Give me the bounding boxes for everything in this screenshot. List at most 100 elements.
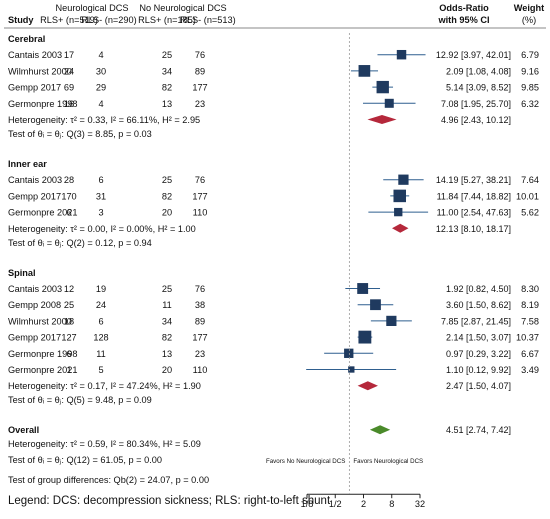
cell-g2-rls-neg: 177 xyxy=(192,191,207,201)
header-g2-rls-neg: RLS- (n=513) xyxy=(180,15,235,25)
study-weight: 7.64 xyxy=(521,175,539,185)
study-marker xyxy=(358,330,372,344)
heterogeneity-stat: Heterogeneity: τ² = 0.33, I² = 66.11%, H… xyxy=(8,115,200,125)
study-weight: 8.19 xyxy=(521,300,539,310)
cell-g1-rls-pos: 6 xyxy=(66,208,71,218)
header-or-line1: Odds-Ratio xyxy=(439,3,489,13)
study-name: Gempp 2017 xyxy=(8,83,61,93)
study-marker xyxy=(394,207,403,217)
header-study: Study xyxy=(8,15,34,25)
study-name: Gempp 2017 xyxy=(8,191,61,201)
cell-g2-rls-neg: 89 xyxy=(195,66,205,76)
odds-ratio-ci: 14.19 [5.27, 38.21] xyxy=(436,175,511,185)
x-tick-label: 1/8 xyxy=(301,499,314,509)
odds-ratio-ci: 11.84 [7.44, 18.82] xyxy=(437,191,511,201)
study-marker xyxy=(393,189,406,203)
cell-g2-rls-pos: 25 xyxy=(162,50,172,60)
study-weight: 6.32 xyxy=(521,99,539,109)
cell-g1-rls-pos: 1 xyxy=(66,365,71,375)
cell-g2-rls-pos: 25 xyxy=(162,175,172,185)
subgroup-pooled-or: 4.96 [2.43, 10.12] xyxy=(441,115,511,125)
study-weight: 3.49 xyxy=(521,365,539,375)
cell-g2-rls-neg: 76 xyxy=(195,175,205,185)
odds-ratio-ci: 5.14 [3.09, 8.52] xyxy=(446,83,511,93)
study-weight: 10.01 xyxy=(516,191,539,201)
study-marker xyxy=(358,65,371,77)
odds-ratio-ci: 2.14 [1.50, 3.07] xyxy=(446,333,511,343)
subgroup-title: Cerebral xyxy=(8,34,45,44)
subgroup-title: Spinal xyxy=(8,268,36,278)
cell-g2-rls-neg: 76 xyxy=(195,284,205,294)
subgroup-diamond xyxy=(392,223,409,233)
odds-ratio-ci: 1.92 [0.82, 4.50] xyxy=(446,284,511,294)
study-weight: 8.30 xyxy=(521,284,539,294)
overall-heterogeneity: Heterogeneity: τ² = 0.59, I² = 80.34%, H… xyxy=(8,439,201,449)
cell-g2-rls-pos: 25 xyxy=(162,284,172,294)
header-weight-line1: Weight xyxy=(514,3,544,13)
cell-g2-rls-pos: 13 xyxy=(162,99,172,109)
favors-right-label: Favors Neurological DCS xyxy=(353,458,423,465)
cell-g1-rls-neg: 29 xyxy=(96,83,106,93)
cell-g2-rls-neg: 23 xyxy=(195,99,205,109)
cell-g1-rls-pos: 25 xyxy=(64,300,74,310)
cell-g2-rls-pos: 13 xyxy=(162,349,172,359)
cell-g2-rls-neg: 110 xyxy=(193,208,208,218)
cell-g2-rls-pos: 34 xyxy=(162,66,172,76)
cell-g2-rls-pos: 34 xyxy=(162,316,172,326)
header-group1: Neurological DCS xyxy=(55,3,128,13)
subgroup-pooled-or: 12.13 [8.10, 18.17] xyxy=(436,224,511,234)
study-marker xyxy=(386,315,397,327)
study-weight: 9.85 xyxy=(521,83,539,93)
cell-g2-rls-neg: 177 xyxy=(192,83,207,93)
cell-g1-rls-neg: 19 xyxy=(96,284,106,294)
odds-ratio-ci: 3.60 [1.50, 8.62] xyxy=(446,300,511,310)
cell-g2-rls-pos: 82 xyxy=(162,191,172,201)
x-tick-label: 2 xyxy=(361,499,366,509)
odds-ratio-ci: 7.85 [2.87, 21.45] xyxy=(441,316,511,326)
overall-pooled-or: 4.51 [2.74, 7.42] xyxy=(446,425,511,435)
study-name: Germonpre 2021 xyxy=(8,365,77,375)
cell-g2-rls-neg: 177 xyxy=(192,333,207,343)
header-or-line2: with 95% CI xyxy=(437,15,489,25)
cell-g1-rls-neg: 11 xyxy=(96,349,106,359)
subgroup-test-stat: Test of θᵢ = θⱼ: Q(2) = 0.12, p = 0.94 xyxy=(8,238,152,248)
odds-ratio-ci: 1.10 [0.12, 9.92] xyxy=(446,365,511,375)
cell-g1-rls-pos: 69 xyxy=(64,83,74,93)
cell-g1-rls-neg: 3 xyxy=(98,208,103,218)
cell-g2-rls-pos: 11 xyxy=(162,300,172,310)
cell-g2-rls-pos: 82 xyxy=(162,83,172,93)
cell-g1-rls-neg: 128 xyxy=(93,333,108,343)
study-weight: 6.79 xyxy=(521,50,539,60)
favors-left-label: Favors No Neurological DCS xyxy=(266,458,345,465)
header-weight-line2: (%) xyxy=(522,15,536,25)
subgroup-pooled-or: 2.47 [1.50, 4.07] xyxy=(446,381,511,391)
figure-caption: Legend: DCS: decompression sickness; RLS… xyxy=(8,495,331,507)
cell-g2-rls-neg: 89 xyxy=(195,316,205,326)
study-name: Gempp 2017 xyxy=(8,333,61,343)
study-marker xyxy=(370,299,381,311)
odds-ratio-ci: 11.00 [2.54, 47.63] xyxy=(437,208,511,218)
cell-g1-rls-neg: 24 xyxy=(96,300,106,310)
cell-g1-rls-neg: 4 xyxy=(98,99,103,109)
header-g1-rls-pos: RLS+ (n=519) xyxy=(40,15,98,25)
cell-g2-rls-neg: 38 xyxy=(195,300,205,310)
study-name: Cantais 2003 xyxy=(8,50,62,60)
cell-g1-rls-pos: 16 xyxy=(64,99,74,109)
cell-g1-rls-neg: 4 xyxy=(98,50,103,60)
cell-g1-rls-pos: 170 xyxy=(61,191,76,201)
overall-test-stat: Test of θᵢ = θⱼ: Q(12) = 61.05, p = 0.00 xyxy=(8,455,162,465)
study-marker xyxy=(357,283,369,294)
study-marker xyxy=(348,366,355,373)
study-name: Cantais 2003 xyxy=(8,284,62,294)
odds-ratio-ci: 0.97 [0.29, 3.22] xyxy=(446,349,511,359)
study-weight: 5.62 xyxy=(521,208,539,218)
cell-g1-rls-pos: 12 xyxy=(64,284,74,294)
cell-g1-rls-pos: 17 xyxy=(64,50,74,60)
cell-g2-rls-pos: 20 xyxy=(162,208,172,218)
header-group2: No Neurological DCS xyxy=(139,3,226,13)
study-weight: 6.67 xyxy=(521,349,539,359)
study-marker xyxy=(376,80,389,94)
subgroup-diamond xyxy=(367,115,397,124)
cell-g1-rls-pos: 24 xyxy=(64,66,74,76)
